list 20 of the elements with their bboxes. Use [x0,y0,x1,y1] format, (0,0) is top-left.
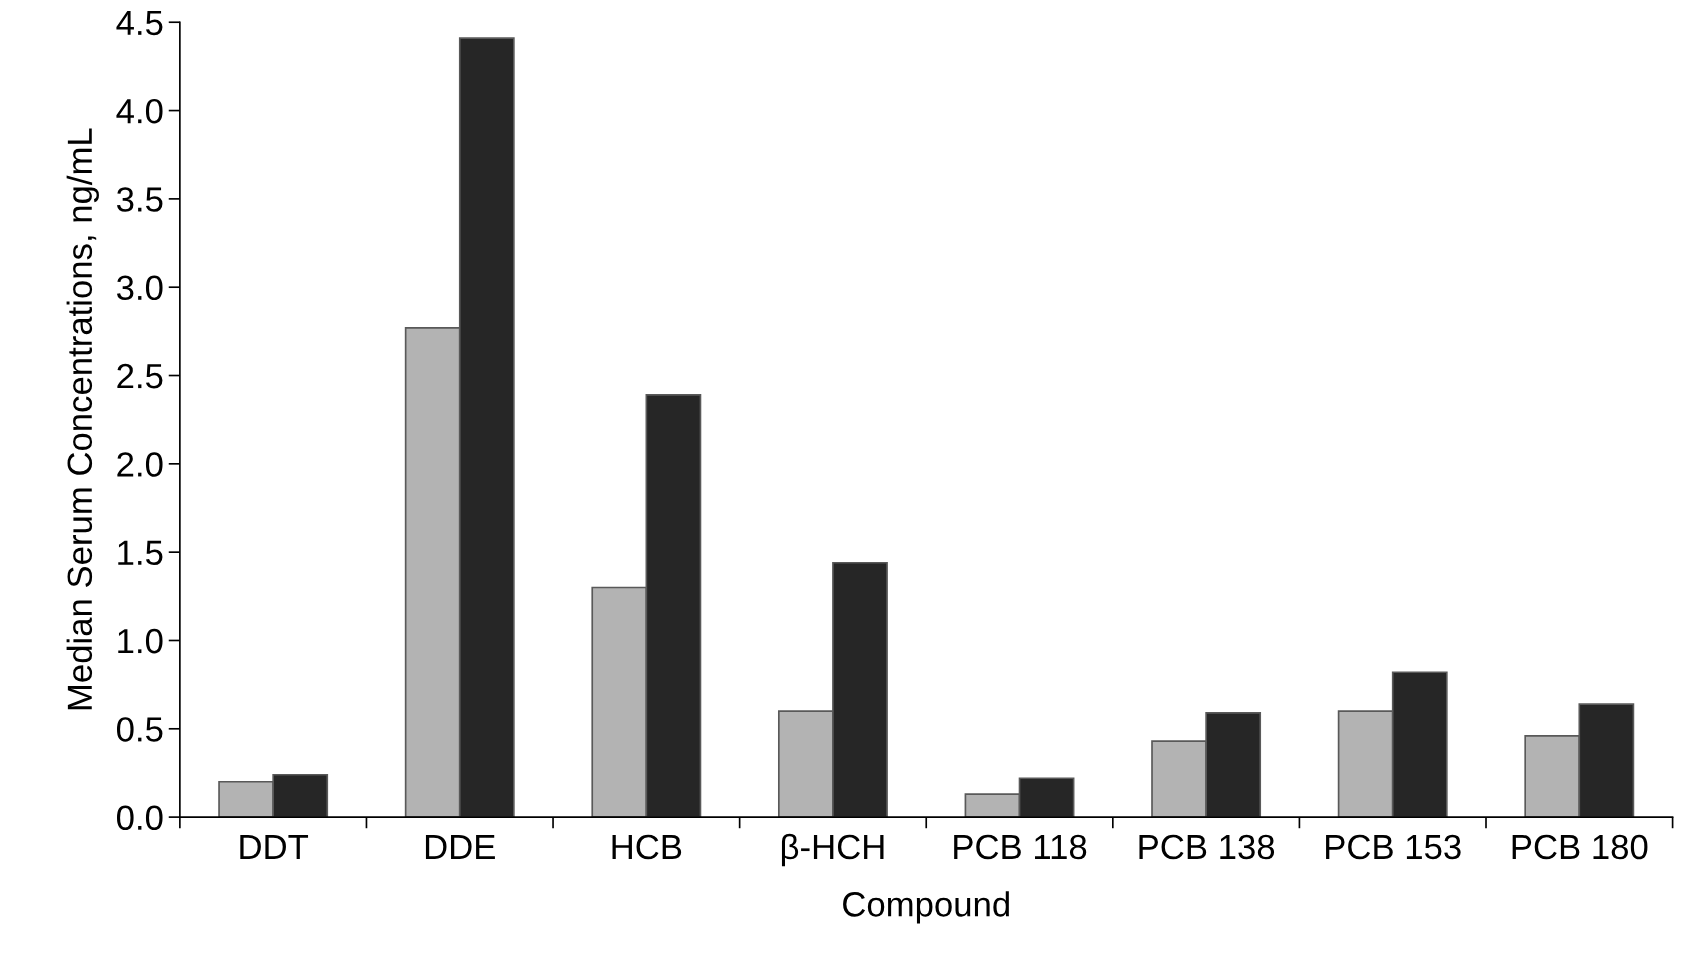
y-tick-label: 1.0 [118,628,163,654]
y-tick-label: 3.5 [116,187,163,212]
y-axis-title: Median Serum Concentrations, ng/mL [66,128,99,710]
y-tick-label: 1.5 [118,540,163,566]
x-tick-label: PCB 180 [1512,834,1648,860]
y-tick-label: 4.5 [116,10,163,36]
y-tick-label: 3.0 [116,275,163,301]
x-tick-label: DDT [240,835,309,859]
x-tick-label: β-HCH [781,833,884,867]
y-tick-label: 0.5 [116,717,163,742]
x-tick-label: PCB 118 [954,834,1087,860]
x-tick-label: PCB 138 [1139,834,1275,860]
y-tick-label: 2.0 [117,452,163,477]
x-axis-title: Compound [843,891,1009,924]
y-tick-label: 2.5 [117,363,163,389]
x-tick-label: HCB [612,834,682,860]
y-tick-label: 0.0 [116,805,163,831]
x-tick-label: DDE [425,835,495,859]
y-tick-label: 4.0 [116,98,163,124]
x-tick-label: PCB 153 [1326,834,1461,860]
